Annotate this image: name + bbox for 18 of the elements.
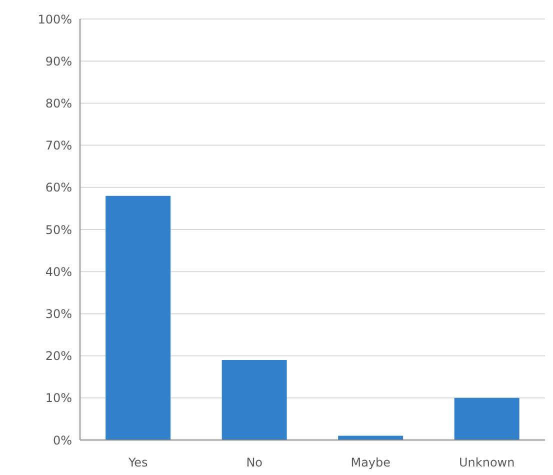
y-tick-label: 0% <box>52 433 72 448</box>
y-tick-label: 100% <box>38 12 72 26</box>
bar <box>454 398 520 440</box>
y-tick-label: 80% <box>45 96 72 110</box>
y-tick-label: 30% <box>45 306 72 321</box>
y-tick-label: 70% <box>45 138 72 153</box>
y-tick-label: 20% <box>45 349 72 364</box>
x-tick-label: Maybe <box>350 456 391 470</box>
x-tick-label: No <box>246 456 263 470</box>
bar <box>222 360 287 440</box>
y-tick-label: 50% <box>45 222 72 237</box>
x-tick-label: Yes <box>127 456 148 470</box>
y-tick-label: 40% <box>45 264 72 279</box>
y-tick-label: 10% <box>45 391 72 406</box>
y-tick-label: 90% <box>45 54 72 68</box>
y-tick-label: 60% <box>45 180 72 195</box>
x-tick-label: Unknown <box>459 456 515 470</box>
bar <box>106 196 171 440</box>
